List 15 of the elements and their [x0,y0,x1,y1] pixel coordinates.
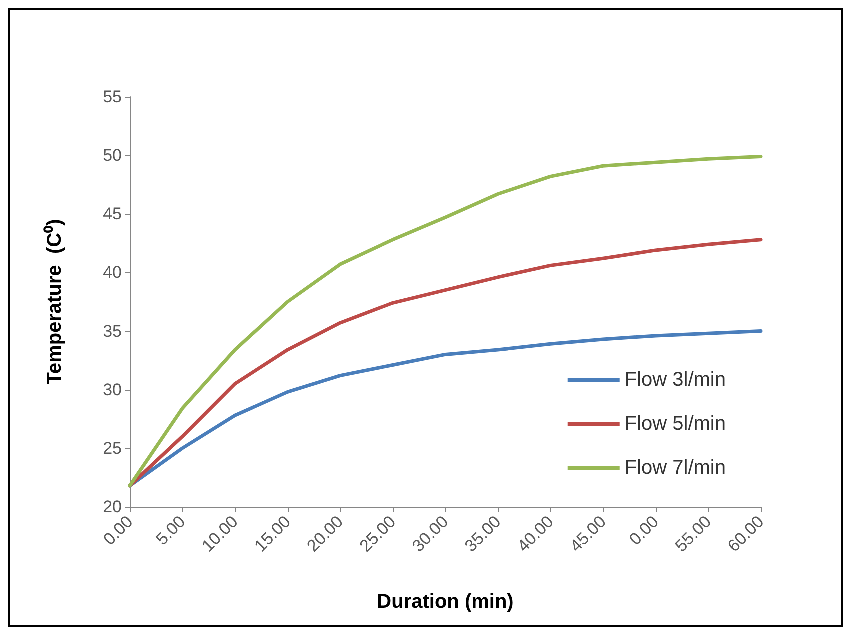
y-tick-label: 25 [103,438,122,458]
y-tick-label: 35 [103,322,122,341]
x-tick-label: 5.00 [152,512,190,550]
y-tick-label: 30 [103,380,122,400]
y-axis-title: Temperature (C⁰) [43,219,66,385]
x-tick-label: 0.00 [626,512,663,550]
legend-label: Flow 3l/min [624,369,726,391]
x-axis-title: Duration (min) [377,591,514,613]
line-series [128,154,763,488]
y-tick-label: 55 [103,88,122,106]
y-tick-label: 45 [103,204,122,224]
legend-label: Flow 7l/min [624,457,726,479]
y-tick-label: 50 [103,146,122,166]
legend-label: Flow 5l/min [624,413,726,435]
y-tick-label: 40 [103,263,122,282]
